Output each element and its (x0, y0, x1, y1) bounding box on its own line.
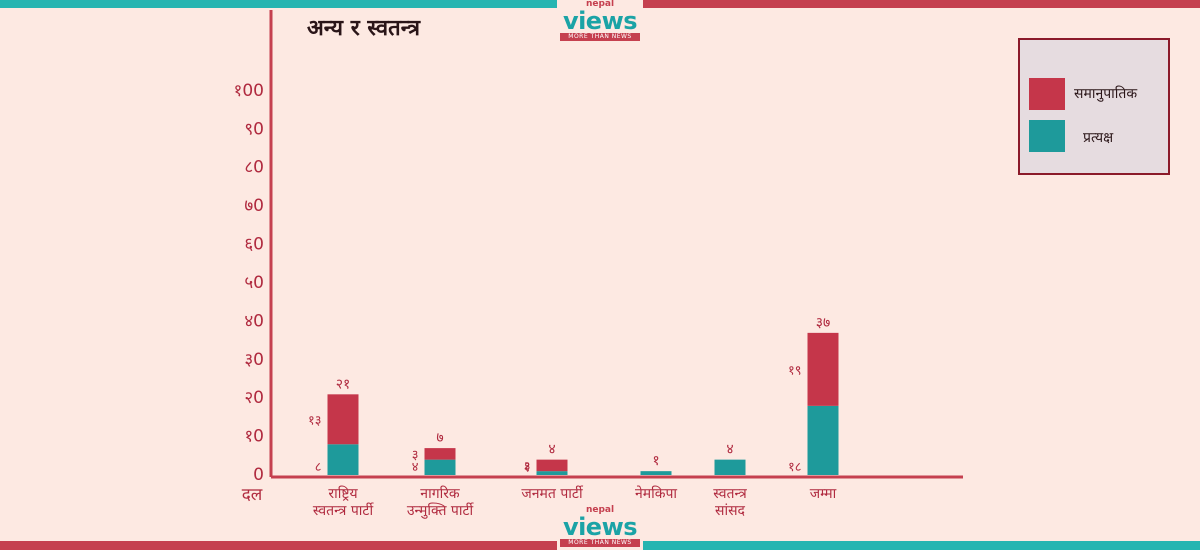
logo-tagline: MORE THAN NEWS (560, 539, 640, 547)
bar-direct (424, 459, 456, 475)
bar-total-label: ४ (726, 442, 733, 458)
bar-total-label: ७ (436, 430, 443, 446)
bar-total-label: ४ (548, 442, 555, 458)
logo-big-text: views (562, 7, 638, 35)
top-left-accent-bar (0, 0, 557, 8)
bar-total-label: ३७ (816, 315, 831, 331)
y-tick-label: ६0 (244, 235, 264, 255)
x-tick-label: नेमकिपा (635, 485, 677, 502)
bar-proportional (807, 332, 839, 406)
bottom-left-accent-bar (0, 541, 557, 550)
logo-big-text: views (562, 513, 638, 541)
bar-proportional (327, 394, 359, 445)
bar-proportional-label: १३ (308, 413, 322, 428)
x-tick-label: जनमत पार्टी (521, 485, 584, 502)
top-right-accent-bar (643, 0, 1200, 8)
x-axis-label: दल (242, 485, 263, 505)
nepalviews-logo-top: nepal views MORE THAN NEWS (560, 0, 640, 41)
bar-direct (327, 444, 359, 475)
bottom-right-accent-bar (643, 541, 1200, 550)
legend-swatch-proportional (1029, 78, 1065, 110)
x-tick-label: स्वतन्त्र (713, 486, 747, 502)
x-tick-label: सांसद (715, 503, 746, 519)
x-tick-label: नागरिक (420, 485, 460, 502)
nepalviews-logo-bottom: nepal views MORE THAN NEWS (560, 506, 640, 547)
y-tick-label: ५0 (244, 273, 264, 293)
x-tick-label: उन्मुक्ति पार्टी (407, 502, 475, 519)
legend-swatch-direct (1029, 120, 1065, 152)
y-tick-label: ७0 (244, 196, 264, 216)
logo-small-text: nepal (585, 505, 615, 515)
bar-direct-label: १ (524, 460, 531, 475)
bar-total-label: २१ (336, 376, 351, 392)
bar-direct-label: ४ (412, 460, 419, 475)
bar-direct (640, 471, 672, 475)
y-tick-label: ३0 (244, 350, 264, 370)
bar-proportional-label: ३ (524, 459, 531, 474)
legend-label-proportional: समानुपातिक (1074, 86, 1138, 102)
bar-direct-label: १८ (788, 460, 802, 475)
y-tick-label: १00 (234, 81, 264, 101)
bar-direct-label: ८ (315, 460, 322, 475)
bar-direct (714, 459, 746, 475)
legend-label-direct: प्रत्यक्ष (1083, 130, 1114, 146)
bar-total-label: १ (652, 453, 659, 469)
logo-tagline: MORE THAN NEWS (560, 33, 640, 41)
y-tick-label: ९0 (244, 119, 264, 139)
y-tick-label: ८0 (244, 158, 264, 178)
x-tick-label: राष्ट्रिय (328, 485, 358, 502)
chart-title: अन्य र स्वतन्त्र (307, 16, 420, 41)
bar-proportional (424, 448, 456, 460)
x-tick-label: स्वतन्त्र पार्टी (313, 502, 375, 519)
bar-proportional-label: १९ (788, 363, 802, 378)
bar-direct (536, 471, 568, 475)
chart-legend: समानुपातिक प्रत्यक्ष (1018, 38, 1170, 175)
x-tick-label: जम्मा (810, 486, 837, 502)
bar-proportional (536, 459, 568, 472)
y-tick-label: ४0 (244, 311, 264, 331)
logo-small-text: nepal (585, 0, 615, 9)
y-tick-label: 0 (253, 465, 264, 485)
y-tick-label: २0 (244, 388, 264, 408)
y-tick-label: १0 (244, 427, 264, 447)
bar-direct (807, 405, 839, 475)
bar-proportional-label: ३ (412, 448, 419, 463)
